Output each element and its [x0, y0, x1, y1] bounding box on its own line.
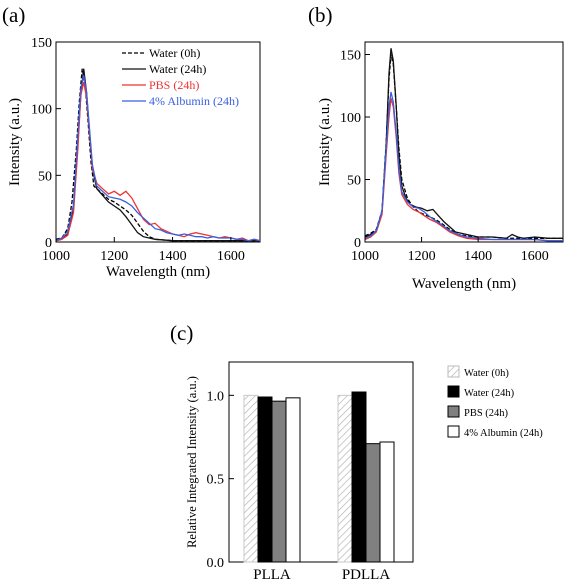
panel-label-b: (b)	[308, 3, 333, 27]
y-tick-label-1: 50	[347, 174, 361, 189]
bar-pdlla-water-24h	[351, 391, 367, 563]
category-label-plla: PLLA	[253, 567, 291, 581]
legend-swatch-c-pbs-24h	[447, 405, 460, 418]
x-tick-label-1: 1000	[351, 249, 379, 264]
series-lines-a	[55, 68, 261, 242]
series-lines-b	[364, 48, 563, 242]
y-tick-label-0: 0	[45, 236, 52, 251]
legend-c: Water (0h) Water (24h) PBS (24h) 4% Albumin…	[447, 365, 543, 439]
plot-frame-c	[228, 361, 414, 563]
category-label-pdlla: PDLLA	[342, 567, 391, 581]
legend-label-water-0h: Water (0h)	[149, 46, 200, 60]
ticks-a: 1000 1200 1400 1600 0 50 100 150	[31, 36, 245, 264]
ticks-b: 1000 1200 1400 1600 0 50 100 150	[340, 49, 549, 265]
bar-plla-pbs-24h	[271, 400, 287, 563]
bar-pdlla-pbs-24h	[365, 443, 381, 563]
bar-plla-water-24h	[257, 396, 273, 563]
plot-frame-b	[364, 41, 564, 243]
y-axis-title-a: Intensity (a.u.)	[7, 98, 23, 186]
legend-label-pbs-24h: PBS (24h)	[149, 78, 199, 92]
chart-b: 1000 1200 1400 1600 0 50 100 150 Wavelength (nm…	[317, 41, 564, 292]
legend-label-c-4-albumin-24h: 4% Albumin (24h)	[464, 428, 543, 439]
plot-frame-a	[55, 41, 261, 243]
x-tick-label-1: 1200	[408, 249, 436, 264]
chart-a: 1000 1200 1400 1600 0 50 100 150 Wavelength (nm…	[7, 36, 261, 280]
y-tick-label-1: 100	[340, 111, 361, 126]
x-tick-label-0: 1200	[100, 249, 128, 264]
legend-label-water-24h: Water (24h)	[149, 62, 206, 76]
y-tick-label-1: 0	[354, 236, 361, 251]
x-axis-title-b: Wavelength (nm)	[412, 276, 516, 292]
legend-swatch-c-4-albumin-24h	[447, 425, 460, 438]
x-axis-title-a: Wavelength (nm)	[106, 264, 210, 280]
series-line-1-water-24h	[364, 48, 563, 239]
bar-pdlla-water-0h	[337, 394, 353, 563]
x-tick-label-0: 1400	[159, 249, 187, 264]
x-tick-label-0: 1000	[42, 249, 70, 264]
series-line-1-4-albumin-24h	[364, 91, 563, 242]
panel-label-a: (a)	[2, 3, 25, 27]
y-axis-title-b: Intensity (a.u.)	[317, 98, 333, 186]
y-tick-label-0: 150	[31, 36, 52, 51]
series-line-0-water-0h	[55, 68, 260, 242]
legend-label-c-water-24h: Water (24h)	[464, 388, 515, 399]
bar-plla-water-0h	[243, 394, 259, 563]
legend-a: Water (0h) Water (24h) PBS (24h) 4% Albumin…	[122, 46, 239, 108]
y-tick-label-2: 1.0	[207, 389, 225, 404]
series-line-0-pbs-24h	[55, 81, 261, 242]
y-tick-label-0: 100	[31, 103, 52, 118]
bar-plla-4-albumin-24h	[285, 397, 301, 563]
series-line-0-4-albumin-24h	[55, 75, 261, 242]
bars-c: PLLA PDLLA	[243, 391, 395, 581]
y-tick-label-2: 0.5	[207, 473, 225, 488]
y-tick-label-2: 0.0	[207, 556, 225, 571]
x-tick-label-1: 1400	[464, 249, 492, 264]
legend-label-4-albumin-24h: 4% Albumin (24h)	[149, 94, 239, 108]
y-tick-label-0: 50	[38, 169, 52, 184]
x-tick-label-1: 1600	[521, 249, 549, 264]
legend-swatch-c-water-0h	[447, 365, 460, 378]
legend-label-c-water-0h: Water (0h)	[464, 368, 509, 379]
chart-c: PLLA PDLLA 0.0 0.5 1.0 Relative Integrated …	[185, 361, 543, 581]
x-tick-label-0: 1600	[217, 249, 245, 264]
panel-label-c: (c)	[170, 321, 193, 345]
y-axis-title-c: Relative Integrated Intensity (a.u.)	[185, 376, 199, 548]
legend-swatch-c-water-24h	[447, 385, 460, 398]
ticks-c: 0.0 0.5 1.0	[207, 389, 234, 571]
legend-label-c-pbs-24h: PBS (24h)	[464, 408, 509, 419]
bar-pdlla-4-albumin-24h	[379, 441, 395, 563]
y-tick-label-1: 150	[340, 49, 361, 64]
